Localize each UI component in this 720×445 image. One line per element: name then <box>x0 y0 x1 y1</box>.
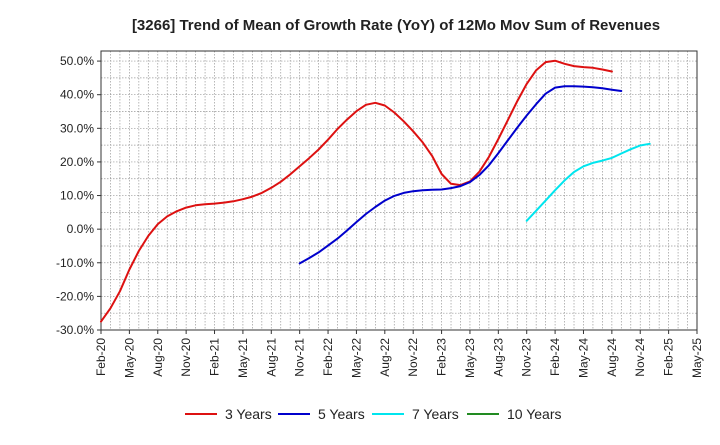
y-tick-label: 20.0% <box>60 155 94 169</box>
chart-title: [3266] Trend of Mean of Growth Rate (YoY… <box>132 17 660 34</box>
x-tick-label: Feb-25 <box>662 338 676 376</box>
x-tick-label: Nov-22 <box>406 338 420 377</box>
x-tick-label: Nov-23 <box>520 338 534 377</box>
legend-label-7-years: 7 Years <box>412 406 459 422</box>
y-tick-label: 30.0% <box>60 121 94 135</box>
x-tick-label: Nov-24 <box>633 338 647 377</box>
y-tick-label: -10.0% <box>56 256 94 270</box>
x-tick-label: Feb-21 <box>208 338 222 376</box>
x-tick-label: May-20 <box>122 338 136 378</box>
x-tick-label: Aug-23 <box>491 338 505 377</box>
x-tick-label: Aug-24 <box>605 338 619 377</box>
x-tick-label: Feb-20 <box>94 338 108 376</box>
y-tick-label: 50.0% <box>60 54 94 68</box>
x-tick-label: Feb-24 <box>548 338 562 376</box>
x-tick-label: May-23 <box>463 338 477 378</box>
legend-label-3-years: 3 Years <box>225 406 272 422</box>
x-tick-label: Feb-23 <box>435 338 449 376</box>
x-tick-label: Nov-20 <box>179 338 193 377</box>
x-tick-label: Aug-21 <box>264 338 278 377</box>
x-tick-label: Aug-22 <box>378 338 392 377</box>
x-tick-label: May-25 <box>690 338 704 378</box>
series-line-3-years <box>100 59 613 323</box>
series-line-7-years <box>525 142 651 222</box>
series-line-5-years <box>298 85 623 265</box>
y-tick-label: -20.0% <box>56 289 94 303</box>
plot-area: 50.0% 40.0% 30.0% 20.0% 10.0% 0.0% -10.0% -20.0… <box>56 50 704 378</box>
y-tick-label: 40.0% <box>60 88 94 102</box>
y-tick-label: 0.0% <box>67 222 95 236</box>
legend-label-5-years: 5 Years <box>318 406 365 422</box>
plot-frame <box>100 50 698 331</box>
x-tick-label: Feb-22 <box>321 338 335 376</box>
legend-label-10-years: 10 Years <box>507 406 562 422</box>
x-tick-label: May-24 <box>576 338 590 378</box>
x-tick-label: Nov-21 <box>293 338 307 377</box>
x-tick-label: May-21 <box>236 338 250 378</box>
y-tick-label: -30.0% <box>56 323 94 337</box>
x-tick-label: May-22 <box>349 338 363 378</box>
y-tick-label: 10.0% <box>60 189 94 203</box>
x-tick-label: Aug-20 <box>151 338 165 377</box>
legend: 3 Years 5 Years 7 Years 10 Years <box>185 406 562 422</box>
